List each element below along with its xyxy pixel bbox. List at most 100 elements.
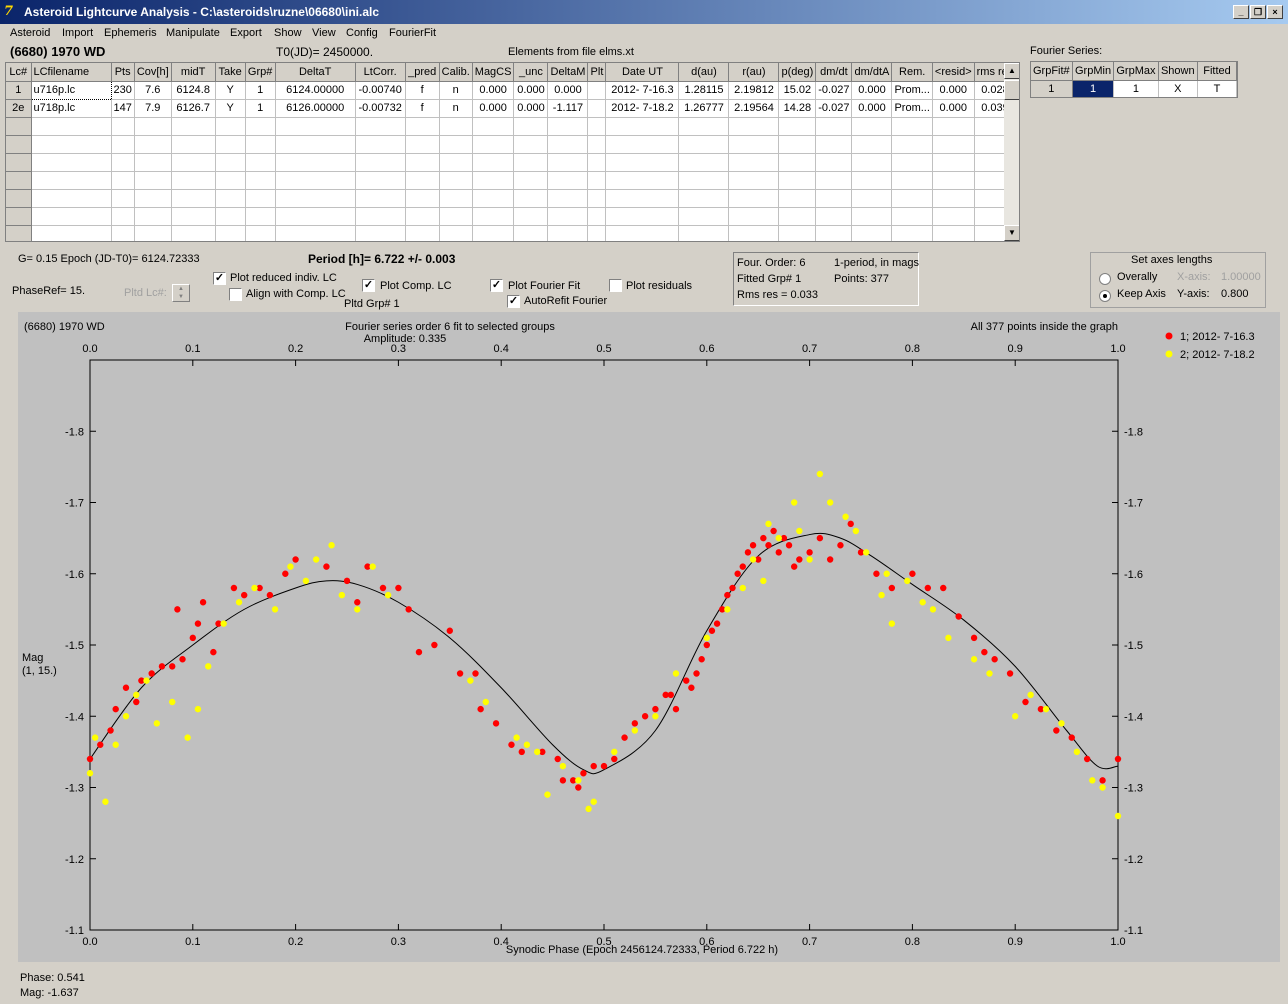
- table-cell[interactable]: 2012- 7-18.2: [605, 99, 680, 118]
- table-cell[interactable]: [134, 153, 172, 172]
- row-header[interactable]: [6, 189, 32, 208]
- table-cell[interactable]: [472, 135, 515, 154]
- row-header[interactable]: 1: [1031, 80, 1073, 97]
- table-cell[interactable]: [728, 225, 780, 241]
- col-header[interactable]: DeltaT: [275, 63, 356, 82]
- menu-view[interactable]: View: [312, 27, 336, 39]
- table-cell[interactable]: [171, 153, 216, 172]
- menu-manipulate[interactable]: Manipulate: [166, 27, 220, 39]
- table-cell[interactable]: [215, 153, 246, 172]
- table-cell[interactable]: [851, 117, 893, 136]
- table-cell[interactable]: [587, 81, 607, 100]
- row-header[interactable]: [6, 171, 32, 190]
- table-cell[interactable]: [111, 117, 135, 136]
- table-cell[interactable]: [891, 189, 933, 208]
- table-cell[interactable]: [891, 153, 933, 172]
- table-cell[interactable]: [472, 225, 515, 241]
- table-cell[interactable]: [587, 189, 607, 208]
- table-cell[interactable]: [587, 135, 607, 154]
- table-cell[interactable]: [111, 225, 135, 241]
- plot-residuals-checkbox[interactable]: [609, 279, 622, 292]
- table-cell[interactable]: 6124.8: [171, 81, 216, 100]
- table-cell[interactable]: [513, 189, 549, 208]
- table-cell[interactable]: [472, 189, 515, 208]
- table-cell[interactable]: Y: [215, 99, 246, 118]
- col-header[interactable]: Plt: [587, 63, 607, 82]
- table-cell[interactable]: [932, 207, 975, 226]
- col-header[interactable]: GrpMin: [1072, 62, 1115, 81]
- table-cell[interactable]: 0.000: [851, 99, 893, 118]
- col-header[interactable]: Fitted: [1197, 62, 1237, 81]
- table-cell[interactable]: 230: [111, 81, 135, 100]
- table-cell[interactable]: [587, 117, 607, 136]
- table-cell[interactable]: 0.000: [932, 99, 975, 118]
- table-row[interactable]: 1 u716p.lc 230 7.6 6124.8 Y 1 6124.00000…: [6, 80, 1017, 100]
- col-header[interactable]: GrpMax: [1113, 62, 1159, 81]
- col-header[interactable]: Rem.: [891, 63, 933, 82]
- table-cell[interactable]: [275, 153, 356, 172]
- table-cell[interactable]: [605, 153, 680, 172]
- table-cell[interactable]: -0.00740: [355, 81, 406, 100]
- table-cell[interactable]: [605, 189, 680, 208]
- table-cell[interactable]: u718p.lc: [31, 99, 112, 118]
- row-header[interactable]: [6, 207, 32, 226]
- row-header[interactable]: [6, 135, 32, 154]
- table-cell[interactable]: [355, 135, 406, 154]
- table-cell[interactable]: [355, 189, 406, 208]
- table-cell[interactable]: 2.19812: [728, 81, 780, 100]
- col-header[interactable]: GrpFit#: [1031, 62, 1073, 81]
- autorefit-checkbox[interactable]: ✓: [507, 295, 520, 308]
- table-cell[interactable]: [932, 189, 975, 208]
- table-scrollbar[interactable]: ▲ ▼: [1004, 63, 1019, 241]
- col-header[interactable]: dm/dtA: [851, 63, 893, 82]
- table-cell[interactable]: [678, 117, 730, 136]
- table-cell[interactable]: 0.000: [472, 81, 515, 100]
- table-cell[interactable]: [547, 225, 589, 241]
- align-comp-checkbox[interactable]: [229, 288, 242, 301]
- plot-comp-checkbox[interactable]: ✓: [362, 279, 375, 292]
- table-cell[interactable]: [547, 171, 589, 190]
- table-cell[interactable]: [815, 207, 853, 226]
- table-cell[interactable]: [851, 207, 893, 226]
- spin-up-icon[interactable]: ▲: [178, 286, 184, 292]
- menu-show[interactable]: Show: [274, 27, 302, 39]
- table-cell[interactable]: [932, 171, 975, 190]
- table-cell[interactable]: [513, 153, 549, 172]
- table-cell[interactable]: [245, 171, 276, 190]
- table-cell[interactable]: [215, 207, 246, 226]
- table-cell[interactable]: 1: [245, 81, 276, 100]
- table-cell[interactable]: [134, 207, 172, 226]
- table-cell[interactable]: [31, 225, 112, 241]
- table-cell[interactable]: [587, 225, 607, 241]
- table-cell[interactable]: [111, 189, 135, 208]
- table-cell-selected[interactable]: 1: [1072, 80, 1115, 97]
- table-cell[interactable]: 7.9: [134, 99, 172, 118]
- table-cell[interactable]: [31, 135, 112, 154]
- table-cell[interactable]: 14.28: [778, 99, 817, 118]
- row-header[interactable]: 2e: [6, 99, 32, 118]
- table-cell[interactable]: [891, 225, 933, 241]
- table-cell[interactable]: [439, 117, 473, 136]
- close-button[interactable]: ×: [1267, 5, 1283, 19]
- table-cell[interactable]: 147: [111, 99, 135, 118]
- lightcurve-chart[interactable]: (6680) 1970 WD Fourier series order 6 fi…: [18, 312, 1280, 962]
- table-row[interactable]: 2e u718p.lc 147 7.9 6126.7 Y 1 6126.0000…: [6, 99, 1017, 118]
- col-header[interactable]: LCfilename: [31, 63, 112, 82]
- menu-config[interactable]: Config: [346, 27, 378, 39]
- col-header[interactable]: DeltaM: [547, 63, 589, 82]
- table-cell[interactable]: [587, 207, 607, 226]
- table-cell[interactable]: [851, 225, 893, 241]
- plot-reduced-checkbox[interactable]: ✓: [213, 272, 226, 285]
- table-cell[interactable]: [891, 117, 933, 136]
- table-cell[interactable]: [355, 117, 406, 136]
- table-cell[interactable]: n: [439, 81, 473, 100]
- table-cell[interactable]: 1.28115: [678, 81, 730, 100]
- table-cell[interactable]: [728, 189, 780, 208]
- table-cell[interactable]: -1.117: [547, 99, 589, 118]
- table-cell[interactable]: [605, 207, 680, 226]
- table-cell[interactable]: X: [1158, 80, 1199, 97]
- col-header[interactable]: Take: [215, 63, 246, 82]
- table-cell[interactable]: -0.027: [815, 99, 853, 118]
- table-cell[interactable]: [851, 135, 893, 154]
- overally-radio[interactable]: [1099, 273, 1111, 285]
